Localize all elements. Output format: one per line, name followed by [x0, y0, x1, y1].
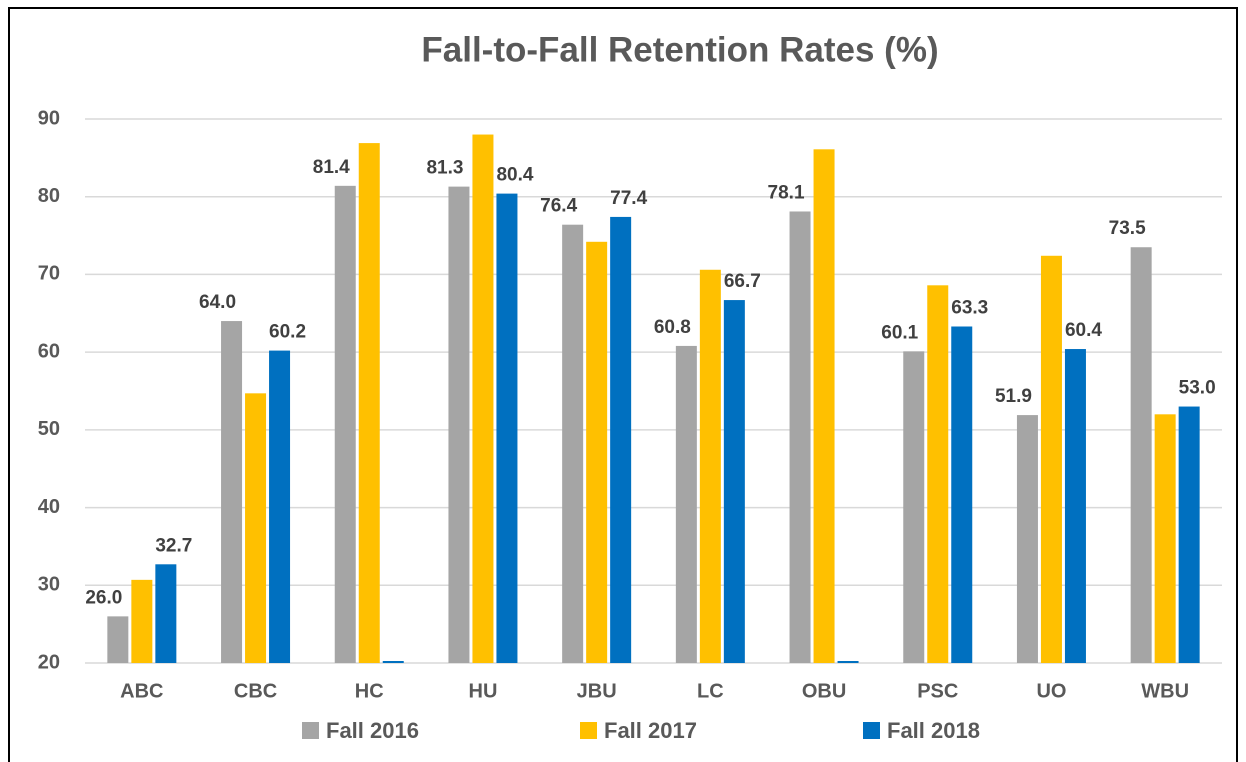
data-label: 77.4 [610, 188, 647, 209]
bar [1016, 415, 1038, 663]
y-tick-label: 60 [38, 340, 60, 362]
data-label: 81.3 [426, 158, 463, 179]
data-label: 26.0 [85, 587, 122, 608]
bar [562, 224, 584, 664]
data-label: 60.4 [1065, 320, 1102, 341]
bar [1130, 247, 1152, 663]
y-tick-label: 50 [38, 418, 60, 440]
bar [789, 211, 811, 664]
x-tick-label: CBC [234, 680, 277, 702]
bar [496, 193, 518, 663]
data-label: 32.7 [155, 535, 192, 556]
y-tick-label: 90 [38, 107, 60, 129]
data-label: 78.1 [768, 182, 805, 203]
bar [269, 350, 291, 663]
x-tick-label: PSC [917, 680, 958, 702]
x-tick-label: HC [355, 680, 384, 702]
x-tick-label: WBU [1141, 680, 1189, 702]
frame [8, 7, 1238, 762]
legend-label: Fall 2016 [326, 718, 419, 743]
bar [1064, 349, 1086, 663]
legend-swatch [302, 722, 319, 739]
data-label: 60.1 [881, 322, 918, 343]
bar [131, 579, 153, 663]
y-tick-label: 20 [38, 651, 60, 673]
bar [334, 185, 356, 663]
bar [107, 616, 129, 663]
data-label: 66.7 [724, 271, 761, 292]
bar [610, 216, 632, 664]
legend-swatch [580, 722, 597, 739]
bar [1040, 255, 1062, 663]
y-tick-label: 70 [38, 263, 60, 285]
data-label: 64.0 [199, 292, 236, 313]
y-tick-label: 80 [38, 185, 60, 207]
data-label: 63.3 [951, 298, 988, 319]
x-tick-label: LC [697, 680, 724, 702]
data-label: 81.4 [313, 157, 350, 178]
x-tick-label: OBU [802, 680, 846, 702]
bar [155, 564, 177, 663]
bar [927, 285, 949, 663]
bar [245, 393, 267, 663]
y-tick-label: 30 [38, 574, 60, 596]
data-label: 80.4 [496, 165, 533, 186]
bar [903, 351, 925, 663]
bar [448, 186, 470, 663]
chart-title: Fall-to-Fall Retention Rates (%) [421, 30, 938, 69]
bar [951, 326, 973, 663]
data-label: 53.0 [1179, 378, 1216, 399]
bar [472, 134, 494, 664]
legend-swatch [863, 722, 880, 739]
bar [1154, 414, 1176, 663]
bar [586, 241, 608, 663]
legend-label: Fall 2017 [604, 718, 697, 743]
x-tick-label: HU [469, 680, 498, 702]
bar [699, 269, 721, 663]
data-label: 51.9 [995, 386, 1032, 407]
bar [382, 661, 404, 663]
data-label: 76.4 [540, 196, 577, 217]
x-tick-label: JBU [577, 680, 617, 702]
bar [675, 345, 697, 663]
legend-label: Fall 2018 [887, 718, 980, 743]
bar [221, 321, 243, 663]
bar [723, 300, 745, 663]
bar [837, 661, 859, 663]
data-label: 60.8 [654, 317, 691, 338]
bar [358, 143, 380, 663]
y-tick-label: 40 [38, 496, 60, 518]
x-tick-label: UO [1036, 680, 1066, 702]
data-label: 60.2 [269, 322, 306, 343]
x-tick-label: ABC [120, 680, 163, 702]
bar [1178, 406, 1200, 663]
bar [813, 149, 835, 663]
data-label: 73.5 [1109, 218, 1146, 239]
